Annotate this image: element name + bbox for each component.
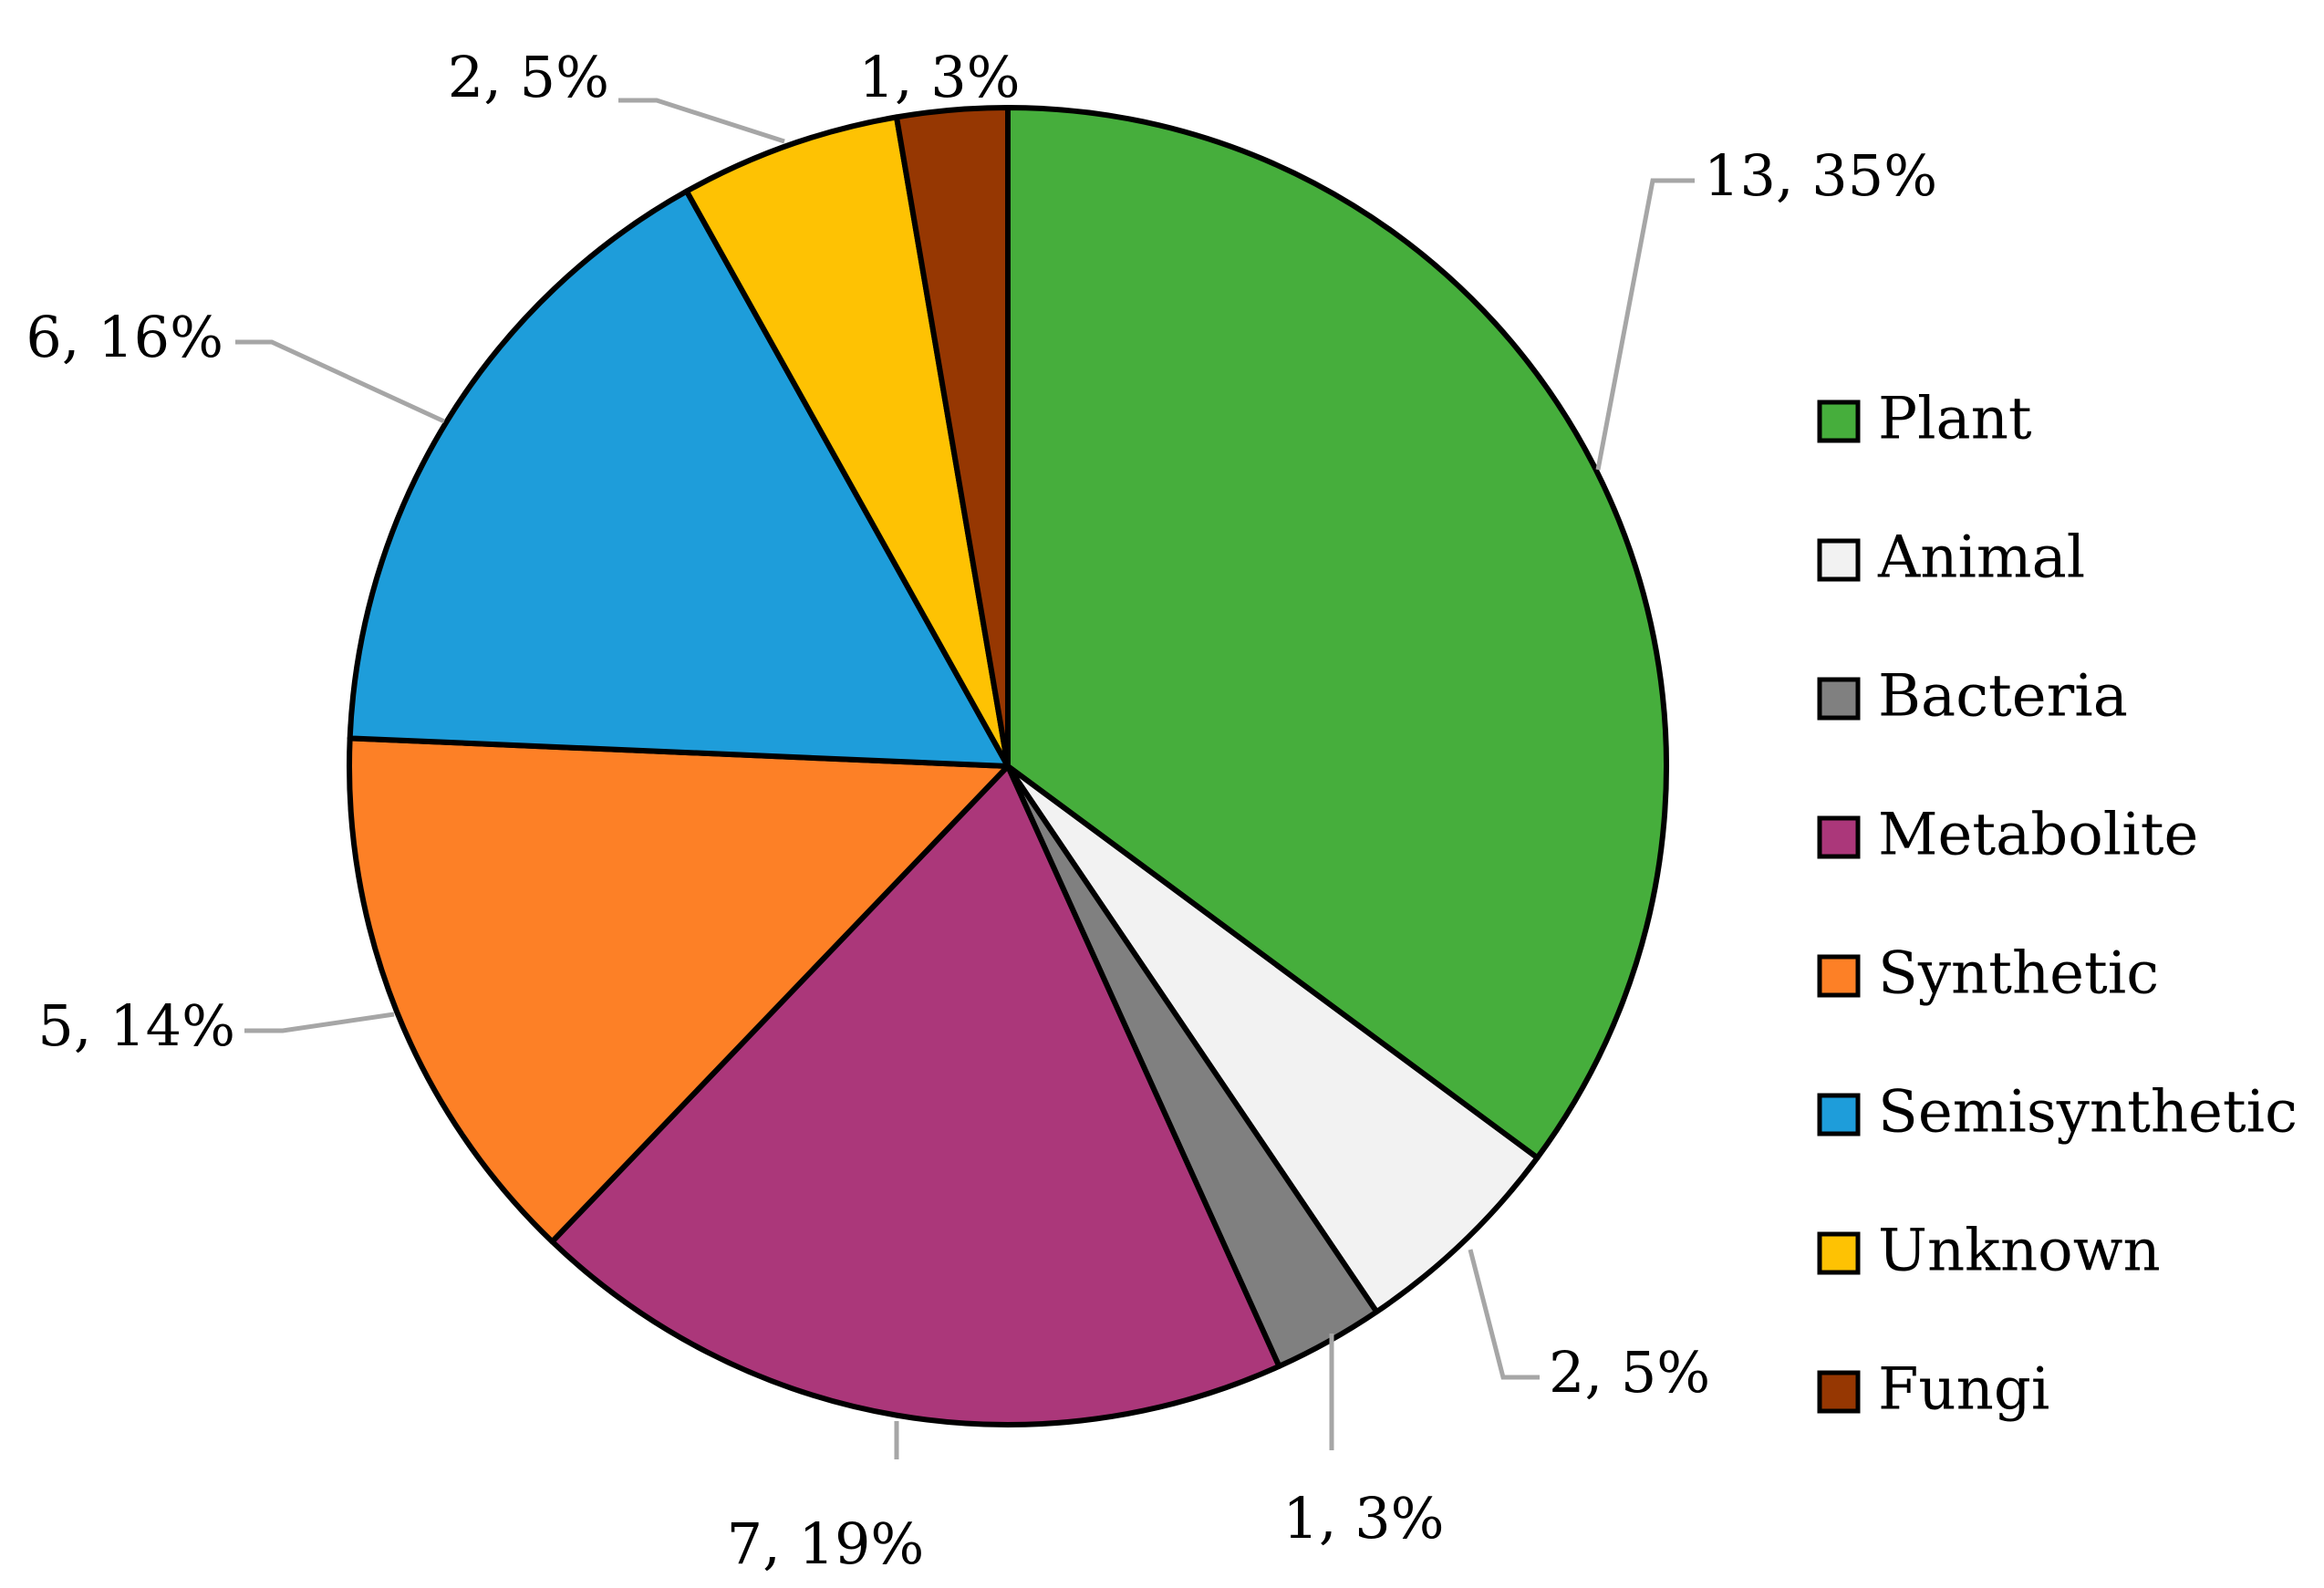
legend-label-bacteria: Bacteria [1878, 663, 2128, 731]
legend: Plant Animal Bacteria Metabolite Synthetic Se… [1817, 386, 2298, 1424]
legend-label-unknown: Unknown [1878, 1218, 2161, 1285]
legend-swatch-plant [1817, 400, 1861, 443]
data-label-synthetic: 5, 14% [37, 992, 235, 1059]
legend-label-animal: Animal [1877, 524, 2085, 592]
leader-lines [235, 98, 1695, 1459]
leader-line-animal [1468, 1249, 1540, 1380]
legend-label-semisynthetic: Semisynthetic [1878, 1079, 2298, 1147]
leader-line-plant [1595, 178, 1695, 471]
pie-slices [347, 105, 1669, 1427]
legend-swatch-animal [1817, 538, 1861, 582]
data-label-plant: 13, 35% [1704, 142, 1937, 209]
legend-swatch-unknown [1817, 1231, 1861, 1275]
legend-swatch-fungi [1817, 1370, 1861, 1414]
legend-label-synthetic: Synthetic [1878, 940, 2159, 1008]
pie-slice-metabolite [549, 763, 1282, 1427]
leader-line-unknown [618, 98, 785, 144]
pie-slice-semisynthetic [347, 188, 1011, 769]
leader-line-semisynthetic [235, 339, 446, 424]
legend-label-metabolite: Metabolite [1878, 802, 2198, 869]
legend-swatch-semisynthetic [1817, 1093, 1861, 1137]
data-labels: 13, 35% 2, 5% 1, 3% 7, 19% 5, 14% 6, 16% 2, 5%… [26, 44, 1937, 1577]
legend-label-fungi: Fungi [1878, 1356, 2049, 1424]
data-label-unknown: 2, 5% [448, 44, 609, 110]
pie-slice-fungi [893, 105, 1011, 769]
data-label-animal: 2, 5% [1549, 1339, 1710, 1406]
pie-slice-animal [1005, 763, 1541, 1315]
data-label-semisynthetic: 6, 16% [26, 304, 223, 370]
legend-swatch-metabolite [1817, 815, 1861, 859]
data-label-fungi: 1, 3% [858, 44, 1020, 110]
leader-line-synthetic [244, 1012, 395, 1033]
data-label-bacteria: 1, 3% [1282, 1485, 1444, 1552]
legend-label-plant: Plant [1878, 386, 2032, 453]
pie-slice-unknown [683, 114, 1011, 769]
data-label-metabolite: 7, 19% [727, 1510, 925, 1577]
pie-slice-plant [1005, 105, 1669, 1161]
pie-slice-synthetic [347, 735, 1011, 1245]
legend-swatch-bacteria [1817, 677, 1861, 721]
legend-swatch-synthetic [1817, 954, 1861, 998]
